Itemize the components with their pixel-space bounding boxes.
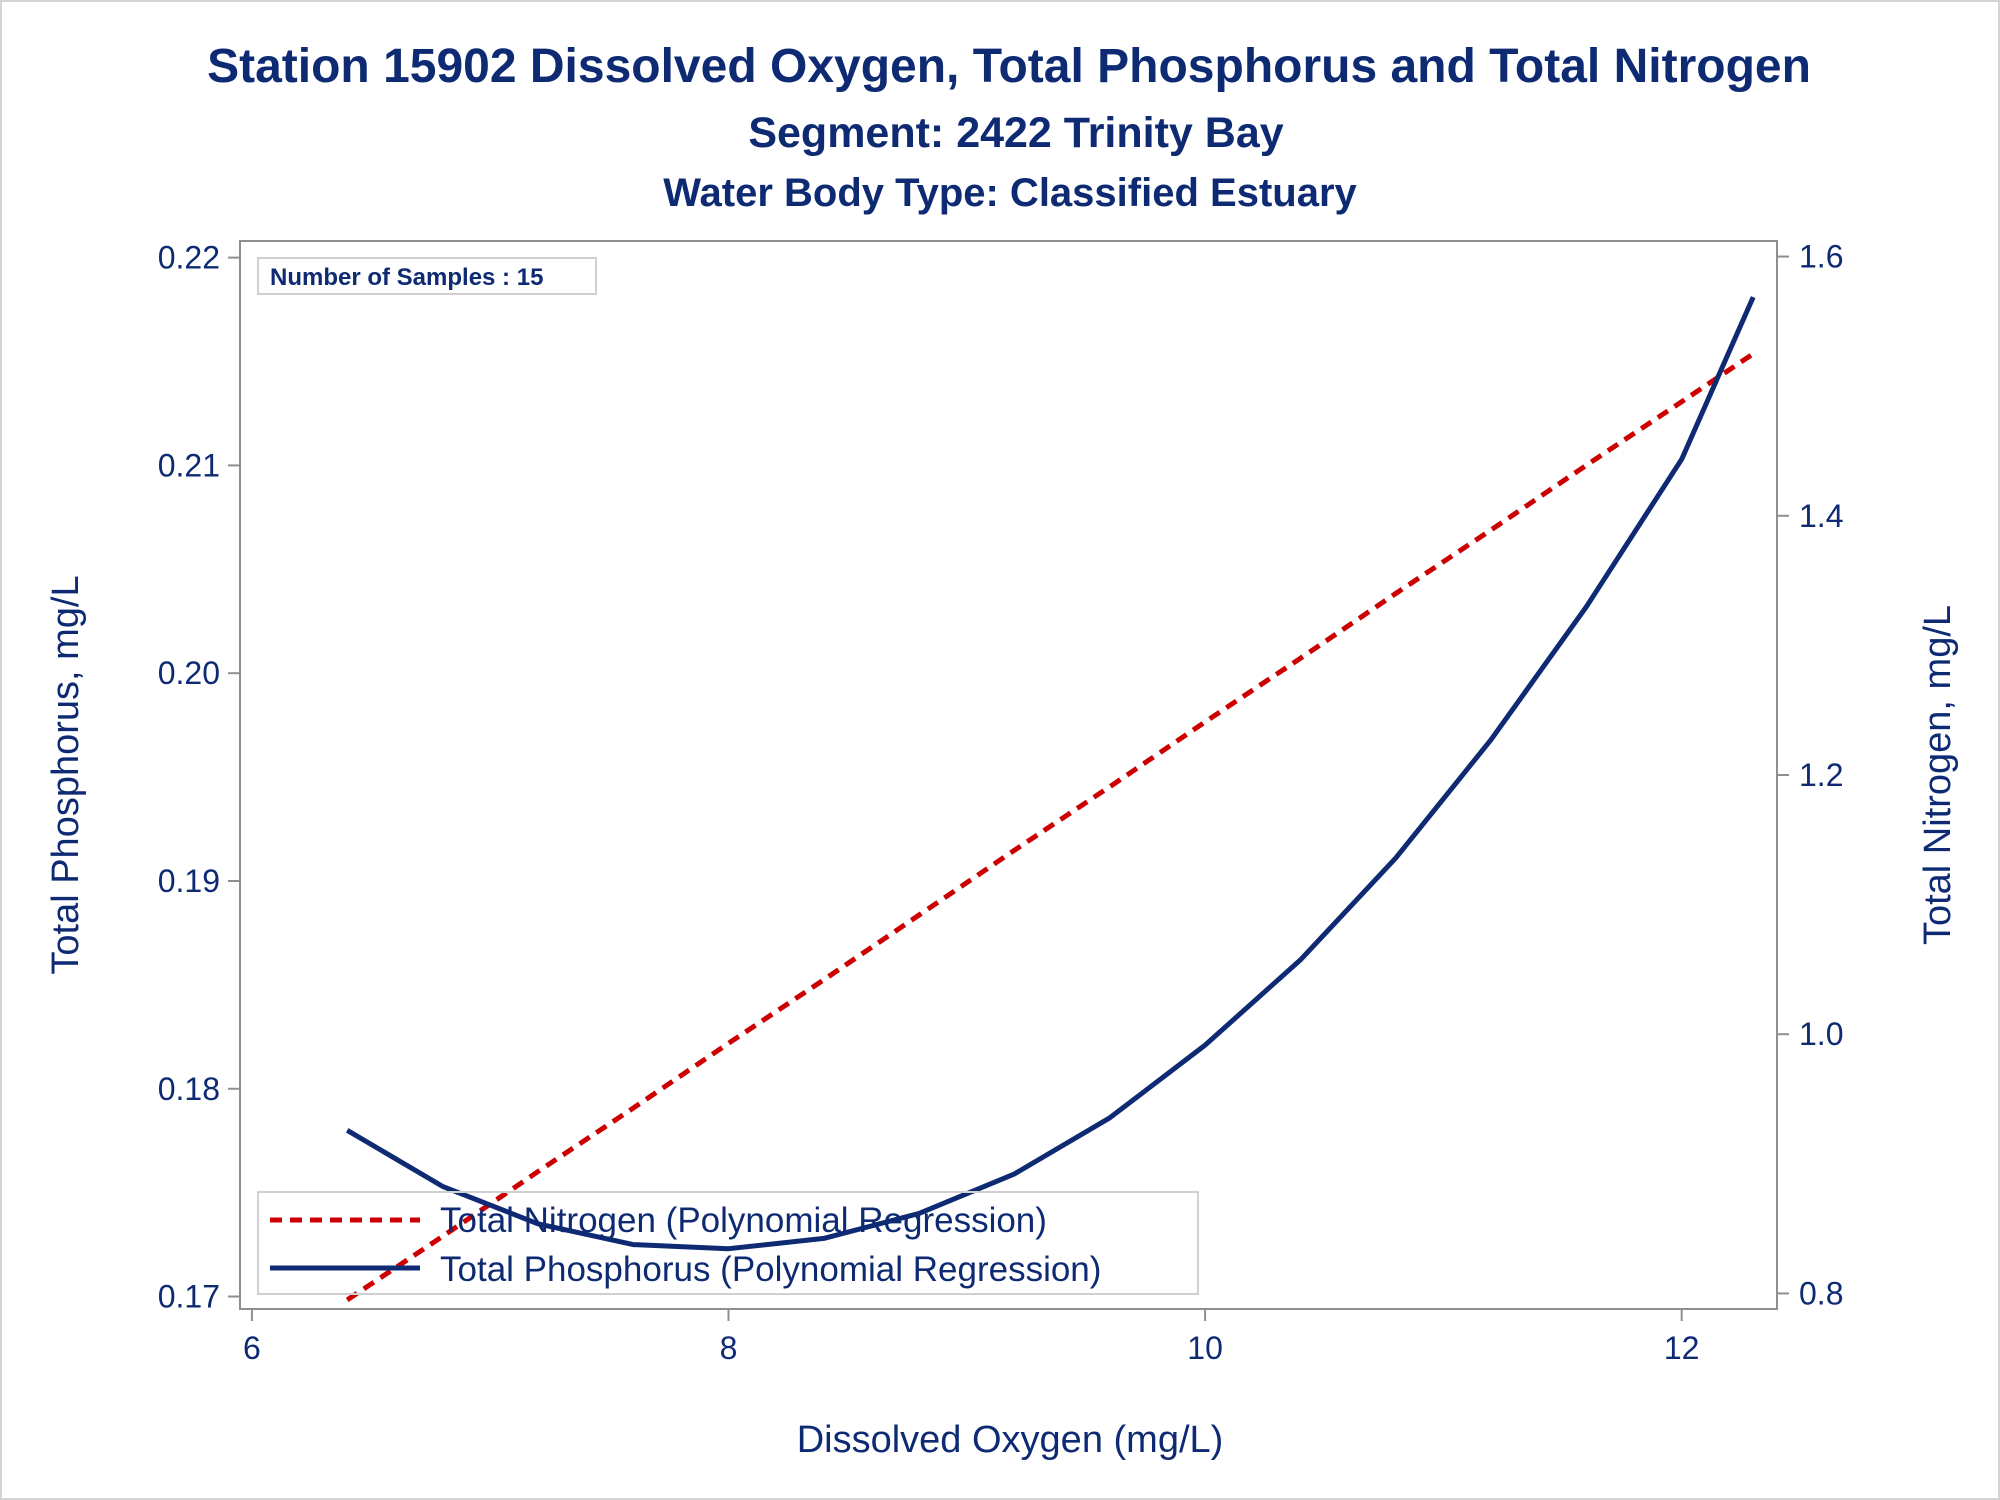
legend-box [257, 1191, 1199, 1295]
y2-tick-label: 1.4 [1799, 498, 1843, 534]
series-layer [345, 296, 1756, 1302]
y-axis-right-label: Total Nitrogen, mg/L [1917, 605, 1959, 945]
x-axis-label: Dissolved Oxygen (mg/L) [797, 1419, 1224, 1461]
y-tick-label: 0.17 [158, 1279, 220, 1315]
legend-label-nitrogen: Total Nitrogen (Polynomial Regression) [440, 1201, 1047, 1240]
y2-tick-label: 1.6 [1799, 239, 1843, 275]
x-tick-label: 8 [720, 1330, 738, 1366]
y-tick-label: 0.20 [158, 655, 220, 691]
y-axis-left-label: Total Phosphorus, mg/L [45, 575, 87, 974]
y-axis-left: 0.17 0.18 0.19 0.20 0.21 0.22 [158, 240, 240, 1315]
x-tick-label: 6 [243, 1330, 261, 1366]
x-axis: 6 8 10 12 [243, 1309, 1699, 1366]
x-tick-label: 10 [1187, 1330, 1223, 1366]
y-tick-label: 0.19 [158, 863, 220, 899]
y2-tick-label: 1.2 [1799, 757, 1843, 793]
legend: Total Nitrogen (Polynomial Regression) T… [257, 1191, 1199, 1295]
series-line-nitrogen [345, 351, 1755, 1302]
y-tick-label: 0.21 [158, 447, 220, 483]
sample-count-label: Number of Samples : 15 [270, 264, 543, 291]
x-tick-label: 12 [1664, 1330, 1700, 1366]
chart-subtitle-segment: Segment: 2422 Trinity Bay [748, 109, 1283, 157]
y-tick-label: 0.22 [158, 240, 220, 276]
y-tick-label: 0.18 [158, 1071, 220, 1107]
series-line-phosphorus [345, 296, 1756, 1252]
plot-area [239, 240, 1778, 1310]
chart-title: Station 15902 Dissolved Oxygen, Total Ph… [207, 40, 1811, 93]
y2-tick-label: 1.0 [1799, 1016, 1843, 1052]
y2-tick-label: 0.8 [1799, 1275, 1843, 1311]
legend-label-phosphorus: Total Phosphorus (Polynomial Regression) [440, 1250, 1101, 1289]
y-axis-right: 0.8 1.0 1.2 1.4 1.6 [1777, 239, 1843, 1311]
sample-count-box [257, 257, 597, 295]
chart-subtitle-water-body: Water Body Type: Classified Estuary [663, 171, 1357, 215]
